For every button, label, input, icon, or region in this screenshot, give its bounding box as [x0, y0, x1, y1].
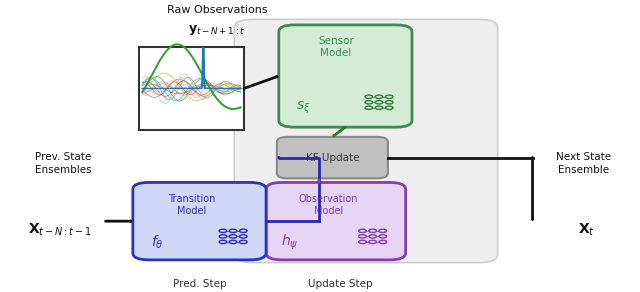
Text: $\mathbf{X}_{t}$: $\mathbf{X}_{t}$	[578, 221, 595, 238]
FancyBboxPatch shape	[139, 47, 244, 130]
FancyBboxPatch shape	[279, 25, 412, 127]
FancyBboxPatch shape	[234, 19, 498, 263]
Text: Sensor
Model: Sensor Model	[318, 36, 354, 58]
Text: Next State
Ensemble: Next State Ensemble	[556, 152, 611, 175]
Text: $h_{\psi}$: $h_{\psi}$	[282, 232, 299, 251]
Text: $\mathbf{y}_{t-N+1:t}$: $\mathbf{y}_{t-N+1:t}$	[188, 23, 246, 37]
Text: Transition
Model: Transition Model	[168, 194, 216, 216]
FancyBboxPatch shape	[277, 137, 388, 178]
Text: $\mathbf{X}_{t-N:t-1}$: $\mathbf{X}_{t-N:t-1}$	[28, 221, 92, 238]
Text: $s_{\xi}$: $s_{\xi}$	[296, 100, 310, 116]
Text: Pred. Step: Pred. Step	[173, 279, 227, 289]
Text: Raw Observations: Raw Observations	[166, 5, 268, 15]
Text: Prev. State
Ensembles: Prev. State Ensembles	[35, 152, 92, 175]
Text: $f_{\theta}$: $f_{\theta}$	[150, 233, 163, 251]
Text: KF Update: KF Update	[306, 153, 359, 163]
Text: Update Step: Update Step	[308, 279, 372, 289]
Text: Observation
Model: Observation Model	[298, 194, 358, 216]
FancyBboxPatch shape	[133, 182, 266, 260]
FancyBboxPatch shape	[266, 182, 406, 260]
